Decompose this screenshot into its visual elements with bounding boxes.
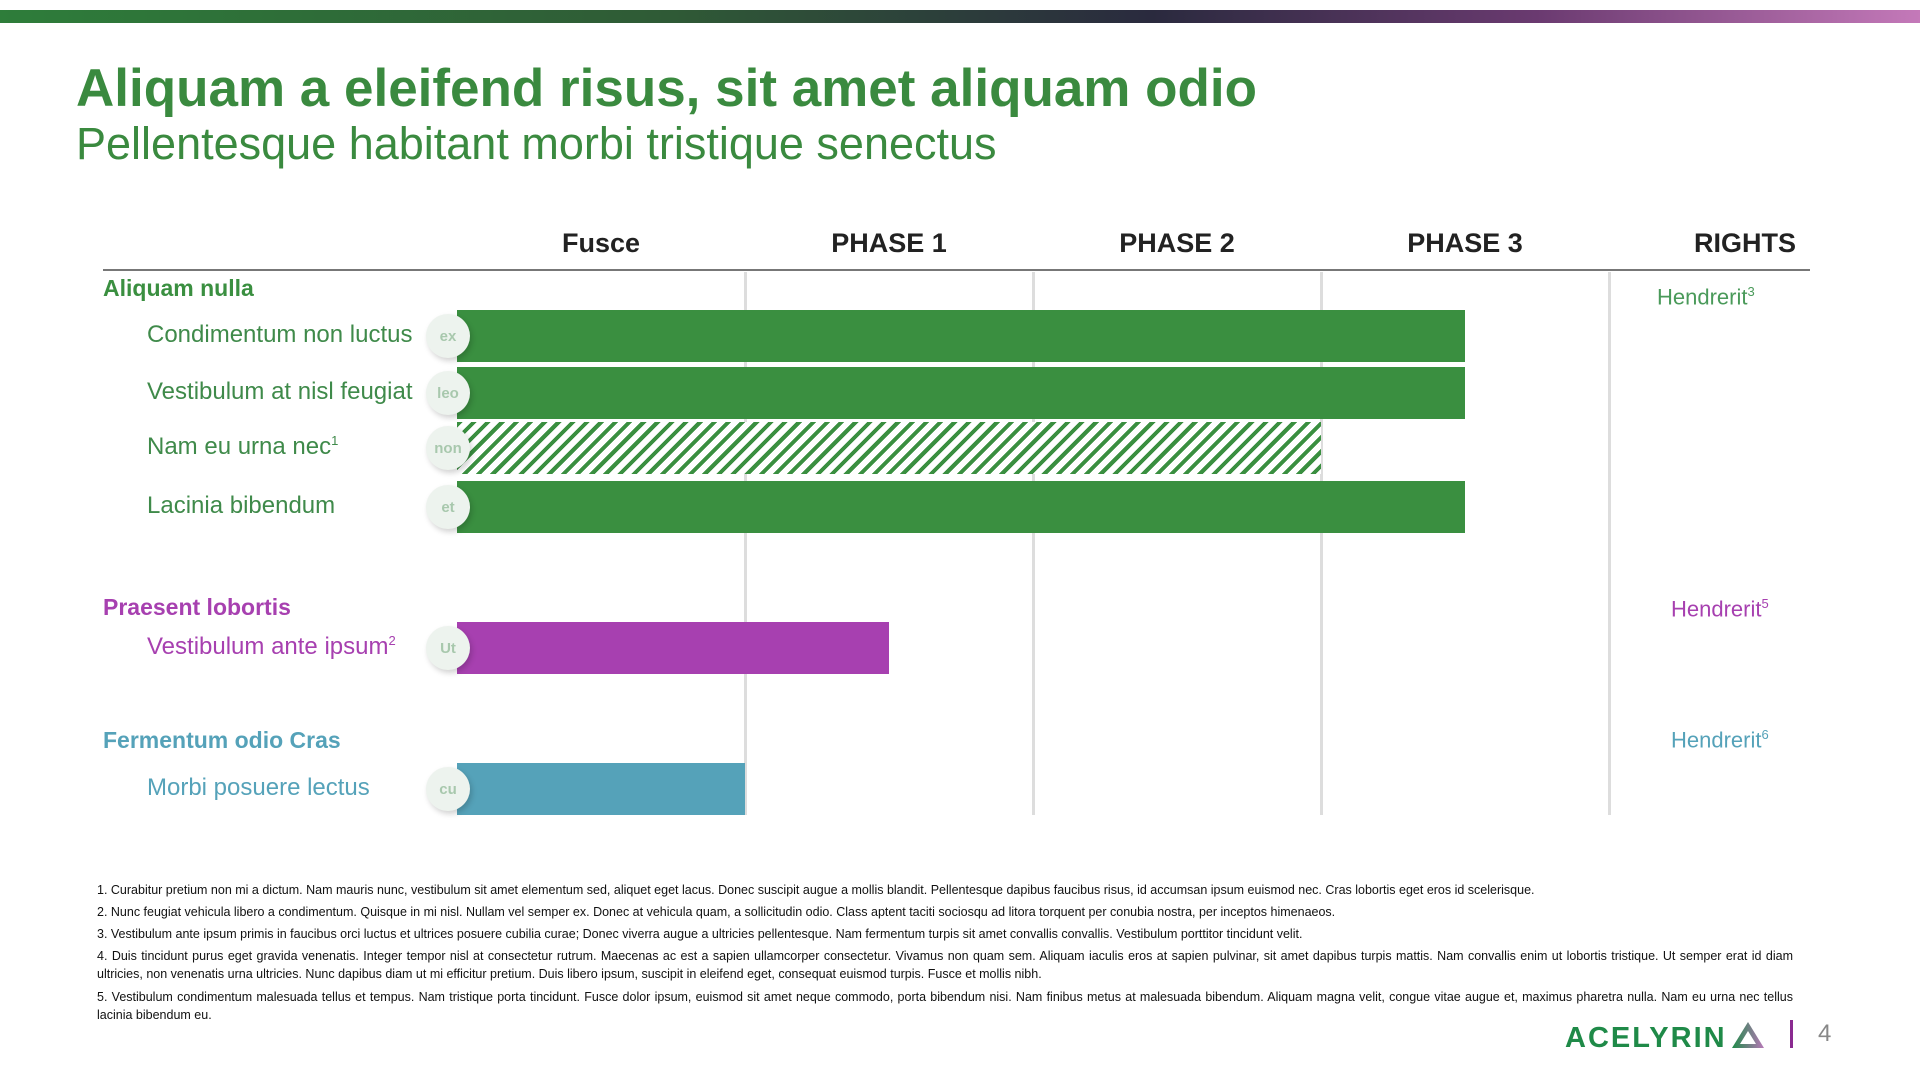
row-badge: Ut [426,626,470,670]
row-label-text: Condimentum non luctus [147,321,413,348]
footnote-1: 1. Curabitur pretium non mi a dictum. Na… [97,883,1535,897]
rights-label: Hendrerit5 [1671,596,1769,622]
page-number: 4 [1818,1020,1832,1047]
progress-bar [457,622,889,674]
rights-text: Hendrerit [1671,596,1762,622]
row-label-text: Vestibulum at nisl feugiat [147,378,413,405]
progress-bar [457,481,1465,533]
rights-text: Hendrerit [1657,284,1748,310]
column-header-4: RIGHTS [1693,228,1797,258]
group-header: Praesent lobortis [103,594,291,620]
footer-separator [1790,1020,1793,1048]
footnote-ref: 2 [388,633,396,648]
row-badge: ex [426,314,470,358]
rights-footnote-ref: 3 [1747,284,1755,299]
rights-footnote-ref: 5 [1761,596,1769,611]
column-header-2: PHASE 2 [1119,228,1235,258]
row-label-text: Nam eu urna nec [147,433,332,460]
column-header-0: Fusce [561,228,641,258]
row-label: Morbi posuere lectus [147,774,370,802]
phase-gridline [1320,272,1323,815]
row-badge: cu [426,767,470,811]
hatched-bar [457,422,1321,474]
row-label: Nam eu urna nec1 [147,433,338,461]
footnote-ref: 1 [331,433,339,448]
row-label-text: Lacinia bibendum [147,492,336,519]
footnote-4: 4. Duis tincidunt purus eget gravida ven… [97,949,1793,981]
progress-bar [457,763,745,815]
row-label-text: Vestibulum ante ipsum [147,633,389,660]
footnote-3: 3. Vestibulum ante ipsum primis in fauci… [97,927,1303,941]
footnote-5: 5. Vestibulum condimentum malesuada tell… [97,990,1793,1022]
row-label-text: Morbi posuere lectus [147,774,370,801]
logo-triangle-icon [1732,1022,1764,1048]
page-title: Aliquam a eleifend risus, sit amet aliqu… [76,59,1258,118]
row-label: Vestibulum at nisl feugiat [147,378,413,406]
group-header: Fermentum odio Cras [103,727,341,753]
row-badge: leo [426,371,470,415]
top-gradient-bar [0,10,1920,23]
progress-bar [457,310,1465,362]
footnote-2: 2. Nunc feugiat vehicula libero a condim… [97,905,1336,919]
rights-label: Hendrerit6 [1671,727,1769,753]
phase-gridline [1032,272,1035,815]
acelyrin-logo: ACELYRIN [1565,1022,1727,1054]
rights-text: Hendrerit [1671,727,1762,753]
phase-gridline [1608,272,1611,815]
group-header: Aliquam nulla [103,275,254,301]
page-subtitle: Pellentesque habitant morbi tristique se… [76,118,997,169]
row-badge: non [426,426,470,470]
row-label: Vestibulum ante ipsum2 [147,633,396,661]
row-label: Lacinia bibendum [147,492,335,520]
column-header-3: PHASE 3 [1407,228,1523,258]
column-header-1: PHASE 1 [831,228,947,258]
rights-footnote-ref: 6 [1761,727,1769,742]
rights-label: Hendrerit3 [1657,284,1755,310]
phase-gridline [744,272,747,815]
row-badge: et [426,485,470,529]
progress-bar [457,367,1465,419]
row-label: Condimentum non luctus [147,321,412,349]
header-divider [103,269,1810,271]
